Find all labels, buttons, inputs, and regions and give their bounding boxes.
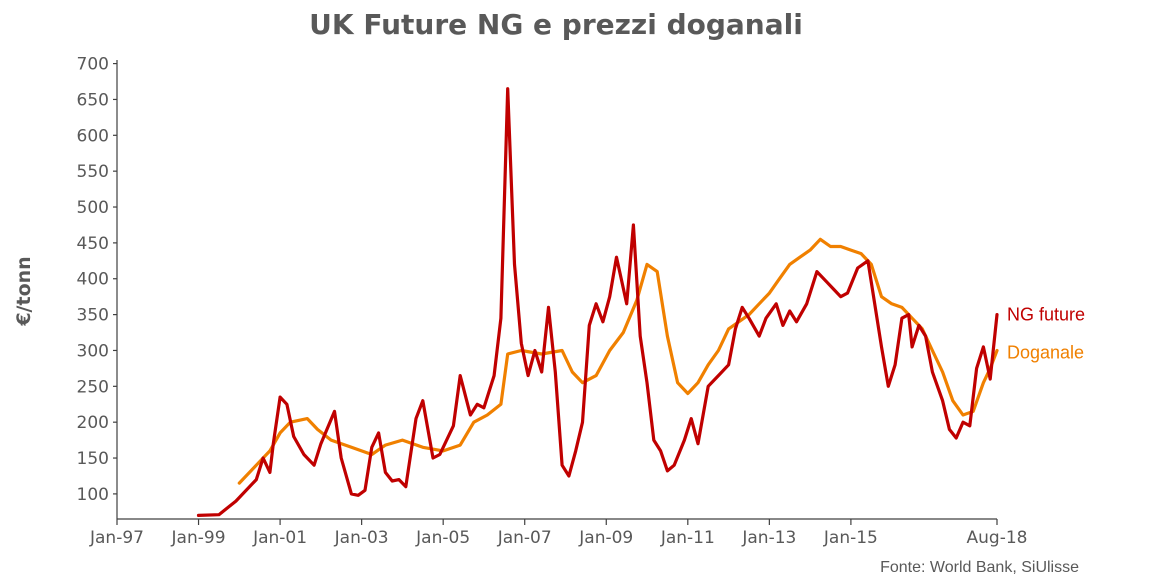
series-layer — [196, 87, 999, 517]
y-tick-label: 500 — [77, 198, 109, 218]
y-tick-label: 400 — [77, 270, 109, 290]
y-tick-label: 300 — [77, 341, 109, 361]
x-tick-label: Jan-13 — [741, 528, 796, 548]
y-tick-label: 250 — [77, 377, 109, 397]
series-line-ng-future — [196, 87, 999, 517]
y-axis: 100 150 200 250 300 350 400 450 500 550 600 650 700 — [77, 55, 118, 519]
series-label-doganale: Doganale — [1007, 342, 1084, 362]
y-tick-label: 450 — [77, 234, 109, 254]
y-tick-label: 200 — [77, 413, 109, 433]
chart-title: UK Future NG e prezzi doganali — [309, 8, 803, 41]
series-label-ng-future: NG future — [1007, 305, 1085, 325]
y-tick-label: 700 — [77, 55, 109, 75]
x-tick-label: Aug-18 — [967, 528, 1028, 548]
series-line-doganale — [237, 237, 999, 485]
series-labels: Doganale NG future — [1007, 305, 1085, 363]
x-axis: Jan-97 Jan-99 Jan-01 Jan-03 Jan-05 Jan-07 Jan-… — [89, 518, 1028, 548]
y-tick-label: 350 — [77, 306, 109, 326]
x-tick-label: Jan-97 — [89, 528, 144, 548]
x-tick-label: Jan-09 — [578, 528, 633, 548]
y-tick-label: 150 — [77, 449, 109, 469]
x-tick-label: Jan-99 — [171, 528, 226, 548]
y-tick-label: 650 — [77, 90, 109, 110]
x-tick-label: Jan-11 — [660, 528, 715, 548]
y-axis-label: €/tonn — [13, 256, 35, 326]
y-tick-label: 600 — [77, 126, 109, 146]
x-tick-label: Jan-07 — [497, 528, 552, 548]
x-tick-label: Jan-05 — [415, 528, 470, 548]
y-tick-label: 100 — [77, 485, 109, 505]
x-tick-label: Jan-01 — [252, 528, 307, 548]
x-tick-label: Jan-03 — [334, 528, 389, 548]
x-tick-label: Jan-15 — [823, 528, 878, 548]
source-note: Fonte: World Bank, SiUlisse — [880, 559, 1079, 576]
y-tick-label: 550 — [77, 162, 109, 182]
